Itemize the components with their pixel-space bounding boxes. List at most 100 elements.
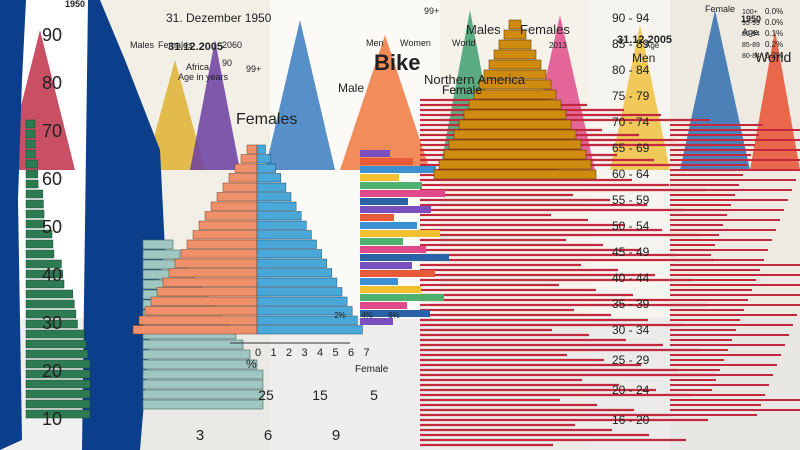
green-bar-16 [25, 279, 65, 289]
panel6-age-group-4: 70 - 74 [612, 115, 650, 129]
panel1-age-label-2: 70 [42, 121, 62, 141]
green-bar-4 [25, 159, 38, 169]
panel3-axis-label-1: 15 [312, 387, 328, 403]
panel2-top-label-4: 99+ [246, 64, 261, 74]
panel5-top-label-0: Males [466, 22, 501, 37]
panel3-tick-0: 0 [255, 347, 261, 359]
panel1-age-label-8: 10 [42, 409, 62, 429]
stripe-bar-4 [360, 182, 422, 189]
panel6-age-group-10: 40 - 44 [612, 271, 650, 285]
panel1-age-label-7: 20 [42, 361, 62, 381]
panel7-percent-1: 0.0% [765, 18, 783, 27]
panel7-top-label-1: Age [742, 27, 758, 37]
green-bar-25 [25, 369, 91, 379]
green-bar-14 [25, 259, 62, 269]
stripe-bar-5 [360, 190, 445, 197]
legend-female-4: Female [442, 83, 482, 97]
orange-bar-2 [234, 163, 258, 173]
orange-bar-6 [210, 201, 258, 211]
stripe-bar-15 [360, 270, 435, 277]
orange-bar-3 [228, 173, 258, 183]
panel6-age-group-5: 65 - 69 [612, 141, 650, 155]
panel3-tick-2: 2 [286, 347, 292, 359]
stripe-bar-19 [360, 302, 407, 309]
orange-bar-10 [186, 239, 258, 249]
green-bar-24 [25, 359, 91, 369]
background-pyramid-4 [340, 35, 430, 170]
blue-wall-left [0, 0, 26, 450]
blue-bar-4 [256, 182, 287, 192]
green-bar-15 [25, 269, 63, 279]
stripe-bar-1 [360, 158, 413, 165]
background-pyramid-3 [265, 20, 335, 170]
green-bar-1 [25, 129, 36, 139]
stripe-bar-9 [360, 222, 417, 229]
gold-bar-14 [438, 159, 592, 170]
green-bar-22 [25, 339, 87, 349]
title-northern-america: Northern America [424, 72, 526, 87]
green-bar-2 [25, 139, 36, 149]
orange-bar-11 [180, 249, 258, 259]
panel7-age-2: 90-94 [742, 31, 760, 38]
teal-bar-13 [142, 369, 264, 380]
green-bar-27 [25, 389, 91, 399]
green-bar-23 [25, 349, 89, 359]
stripe-bar-10 [360, 230, 440, 237]
background-pyramid-2 [190, 40, 240, 170]
panel1-age-label-0: 90 [42, 25, 62, 45]
gold-bar-11 [453, 129, 577, 140]
panel4-top-label-4: Male [338, 81, 364, 95]
teal-bar-10 [142, 339, 244, 350]
orange-bar-12 [174, 258, 258, 268]
stripe-bar-3 [360, 174, 399, 181]
stripe-bar-11 [360, 238, 403, 245]
panel2-top-label-2: 2060 [222, 40, 242, 50]
green-bar-6 [25, 179, 39, 189]
green-bar-3 [25, 149, 36, 159]
blue-bar-10 [256, 239, 317, 249]
gold-bar-6 [478, 79, 552, 90]
date-label-2005: 31.12.2005 [168, 41, 223, 53]
blue-bar-1 [256, 154, 271, 164]
blue-bar-7 [256, 211, 302, 221]
stripe-bar-6 [360, 198, 408, 205]
panel2-top-label-0: Males [130, 40, 155, 50]
orange-bar-5 [216, 192, 258, 202]
green-bar-28 [25, 399, 91, 409]
teal-bar-14 [142, 379, 264, 390]
gold-bar-9 [463, 109, 567, 120]
panel1-age-label-1: 80 [42, 73, 62, 93]
orange-bar-7 [204, 211, 258, 221]
teal-bar-11 [142, 349, 251, 360]
blue-bar-0 [256, 144, 266, 154]
stripe-bar-18 [360, 294, 444, 301]
panel2-top-label-1: Females [158, 40, 193, 50]
panel5-top-label-2: 2013 [549, 41, 567, 50]
panel2-tick-0: 3 [196, 427, 204, 444]
green-bar-26 [25, 379, 91, 389]
panel2-top-label-3: 90 [222, 58, 232, 68]
header-year-1: 1950 [65, 0, 85, 9]
panel6-age-group-15: 16 - 20 [612, 413, 650, 427]
panel7-age-3: 85-89 [742, 42, 760, 49]
blue-bar-13 [256, 268, 333, 278]
teal-bar-0 [142, 239, 174, 250]
panel6-age-group-12: 30 - 34 [612, 323, 650, 337]
blue-bar-12 [256, 258, 327, 268]
panel3-tick-5: 5 [332, 347, 338, 359]
orange-bar-13 [168, 268, 258, 278]
green-bar-12 [25, 239, 54, 249]
stripe-bar-17 [360, 286, 421, 293]
orange-bar-0 [246, 144, 258, 154]
blue-bar-8 [256, 220, 307, 230]
panel3-tick-3: 3 [301, 347, 307, 359]
stripe-bar-7 [360, 206, 431, 213]
panel6-age-group-9: 45 - 49 [612, 245, 650, 259]
panel7-percent-2: 0.1% [765, 29, 783, 38]
panel6-age-group-14: 20 - 24 [612, 383, 650, 397]
title-females: Females [236, 111, 297, 128]
panel2-top-label-5: Age in years [178, 72, 229, 82]
panel6-age-group-0: 90 - 94 [612, 11, 650, 25]
stripe-bar-8 [360, 214, 394, 221]
